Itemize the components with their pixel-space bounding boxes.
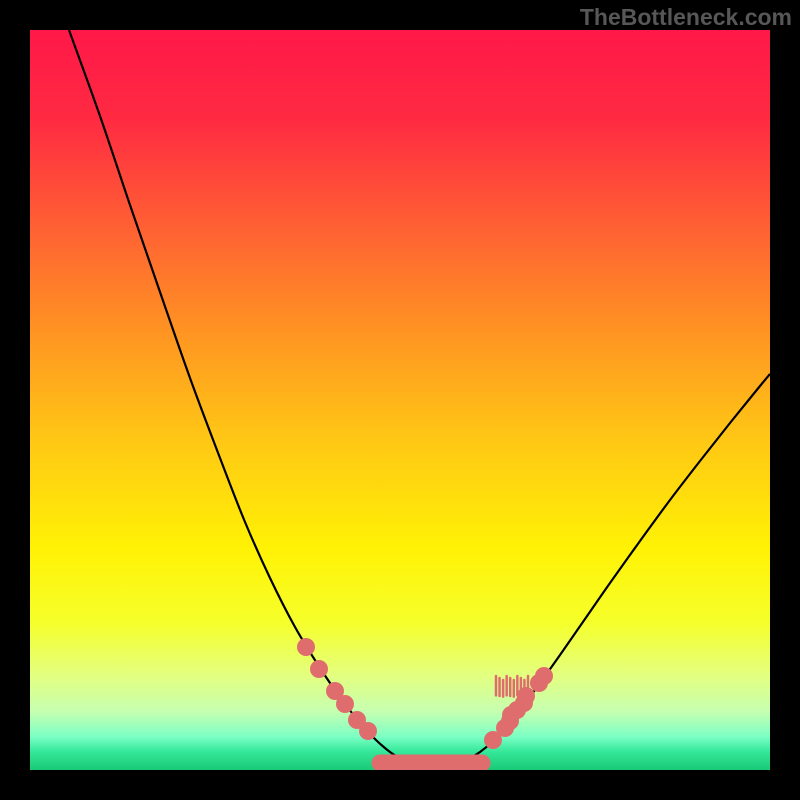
watermark-text: TheBottleneck.com: [580, 4, 792, 31]
chart-frame: TheBottleneck.com: [0, 0, 800, 800]
gradient-background: [30, 30, 770, 770]
plot-area: [30, 30, 770, 770]
marker-dot: [535, 667, 553, 685]
marker-dot: [517, 687, 535, 705]
marker-dot: [297, 638, 315, 656]
marker-valley-band: [372, 755, 491, 771]
marker-dot: [310, 660, 328, 678]
marker-dot: [359, 722, 377, 740]
bottleneck-curve-chart: [30, 30, 770, 770]
marker-dot: [336, 695, 354, 713]
